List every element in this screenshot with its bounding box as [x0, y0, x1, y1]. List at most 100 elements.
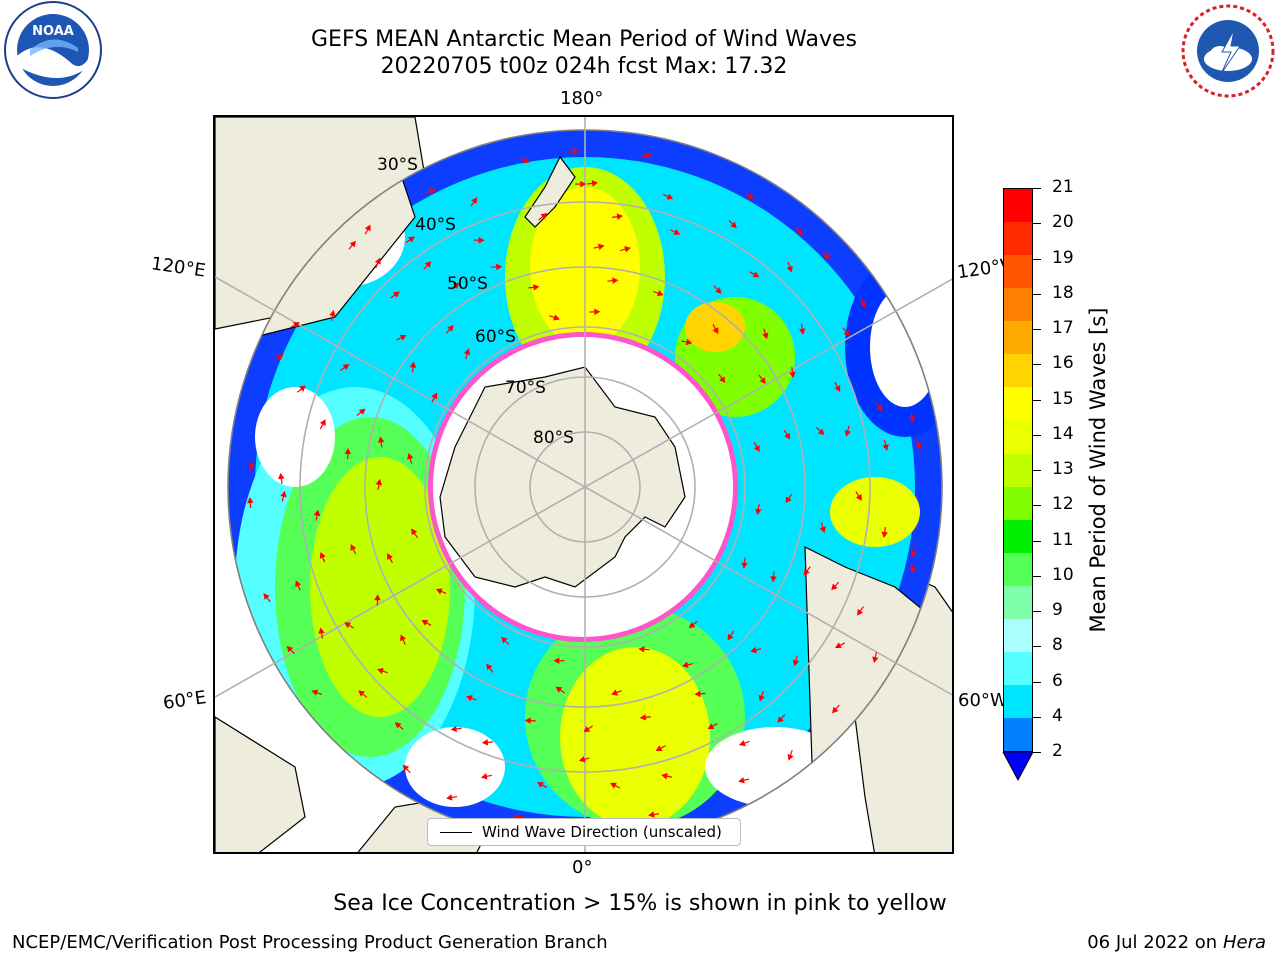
wave-direction-arrowhead: [392, 291, 400, 298]
wave-direction-arrowhead: [501, 636, 508, 644]
wave-direction-arrowhead: [358, 690, 365, 697]
wave-direction-arrowhead: [770, 576, 777, 583]
wave-direction-arrowhead: [611, 689, 618, 696]
noaa-logo-icon: NOAA: [4, 1, 102, 99]
wave-direction-arrowhead: [753, 445, 760, 452]
wave-direction-arrowhead: [762, 332, 769, 340]
wave-direction-arrowhead: [694, 690, 701, 698]
wave-direction-arrowhead: [786, 265, 793, 273]
wave-direction-arrowhead: [730, 221, 737, 229]
wave-direction-arrowhead: [295, 580, 302, 588]
colorbar-tick-label: 18: [1052, 282, 1074, 303]
colorbar-tick-mark: [1033, 716, 1041, 718]
wave-direction-arrowhead: [792, 659, 800, 667]
map-frame: 30°S 40°S 50°S 60°S 70°S 80°S: [213, 115, 954, 854]
colorbar-tick-label: 17: [1052, 318, 1074, 338]
wave-direction-arrowhead: [377, 668, 384, 675]
wave-direction-arrowhead: [719, 376, 726, 383]
wave-direction-arrowhead: [784, 432, 791, 440]
colorbar-segment: [1004, 618, 1032, 652]
wave-direction-arrowhead: [844, 430, 851, 437]
wave-direction-arrowhead: [319, 419, 326, 427]
colorbar-tick-mark: [1033, 681, 1041, 683]
wave-direction-arrowhead: [910, 550, 917, 558]
wave-direction-arrowhead: [712, 327, 719, 334]
wave-direction-arrowhead: [859, 300, 866, 308]
lat-label-40s: 40°S: [415, 215, 456, 235]
wave-direction-arrowhead: [682, 661, 689, 668]
wave-direction-arrowhead: [741, 562, 748, 569]
wave-direction-arrowhead: [481, 739, 489, 746]
wave-direction-arrowhead: [656, 290, 664, 297]
wave-direction-arrowhead: [823, 252, 830, 260]
wave-direction-arrowhead: [580, 180, 587, 188]
colorbar-tick-mark: [1033, 329, 1041, 330]
legend-label: Wind Wave Direction (unscaled): [482, 823, 722, 841]
wave-direction-arrowhead: [817, 428, 825, 436]
wave-direction-arrowhead: [856, 608, 864, 616]
wave-direction-arrowhead: [424, 261, 432, 268]
colorbar-segment: [1004, 718, 1032, 752]
wave-direction-arrowhead: [834, 385, 841, 392]
lon-label-0: 0°: [572, 857, 593, 878]
wave-direction-arrowhead: [831, 583, 838, 591]
wave-direction-arrowhead: [645, 152, 653, 159]
colorbar-segment: [1004, 354, 1032, 388]
wave-direction-arrowhead: [349, 240, 356, 248]
wave-direction-arrowhead: [777, 716, 784, 723]
wave-direction-arrowhead: [496, 263, 503, 271]
colorbar-tick-label: 15: [1052, 388, 1074, 409]
colorbar: [1003, 188, 1033, 752]
nws-logo-icon: [1181, 4, 1275, 98]
wave-direction-arrowhead: [402, 764, 410, 772]
wave-direction-arrowhead: [374, 257, 381, 265]
colorbar-tick-mark: [1033, 611, 1041, 612]
colorbar-tick-label: 16: [1052, 353, 1074, 374]
colorbar-segment: [1004, 552, 1032, 586]
colorbar-segment: [1004, 519, 1032, 553]
colorbar-tick-mark: [1033, 293, 1041, 295]
colorbar-extend-arrow: [1002, 752, 1034, 782]
wave-direction-arrowhead: [408, 236, 415, 243]
wave-direction-arrowhead: [616, 213, 624, 220]
chart-title: GEFS MEAN Antarctic Mean Period of Wind …: [311, 27, 857, 52]
wave-direction-arrowhead: [400, 634, 407, 642]
colorbar-tick-label: 12: [1052, 494, 1074, 515]
wave-direction-arrowhead: [421, 619, 429, 626]
svg-text:NOAA: NOAA: [32, 24, 74, 39]
colorbar-tick-mark: [1033, 434, 1041, 436]
colorbar-segment: [1004, 420, 1032, 454]
wave-direction-arrowhead: [755, 508, 762, 516]
wave-direction-arrowhead: [881, 531, 888, 538]
colorbar-segment: [1004, 684, 1032, 718]
wave-direction-arrowhead: [429, 188, 437, 195]
legend-line-icon: [440, 831, 472, 833]
wave-direction-arrowhead: [523, 157, 530, 164]
colorbar-segment: [1004, 453, 1032, 487]
footer-machine: Hera: [1222, 932, 1266, 953]
wave-direction-arrowhead: [537, 782, 544, 788]
wave-direction-arrowhead: [478, 236, 485, 244]
chart-subtitle: 20220705 t00z 024h fcst Max: 17.32: [380, 54, 788, 79]
wave-direction-arrowhead: [673, 229, 681, 235]
wave-direction-arrowhead: [843, 329, 850, 337]
wave-direction-arrowhead: [540, 212, 548, 220]
wave-direction-arrowhead: [447, 325, 454, 332]
colorbar-tick-label: 20: [1052, 212, 1074, 233]
lon-label-60e: 60°E: [161, 687, 208, 714]
colorbar-tick-label: 4: [1052, 705, 1063, 726]
wave-direction-arrowhead: [738, 740, 746, 747]
wave-direction-arrowhead: [358, 408, 366, 415]
wave-direction-arrowhead: [278, 472, 285, 480]
wave-direction-arrowhead: [876, 404, 883, 412]
colorbar-tick-mark: [1033, 575, 1041, 577]
wave-direction-arrowhead: [738, 777, 745, 784]
wave-direction-arrowhead: [553, 314, 560, 321]
wave-direction-arrowhead: [715, 287, 722, 294]
wave-direction-arrowhead: [555, 686, 563, 693]
colorbar-tick-mark: [1033, 223, 1041, 225]
wave-direction-arrowhead: [446, 794, 453, 801]
wave-direction-arrowhead: [610, 782, 617, 789]
wave-direction-arrowhead: [785, 496, 792, 504]
colorbar-tick-label: 9: [1052, 600, 1063, 620]
